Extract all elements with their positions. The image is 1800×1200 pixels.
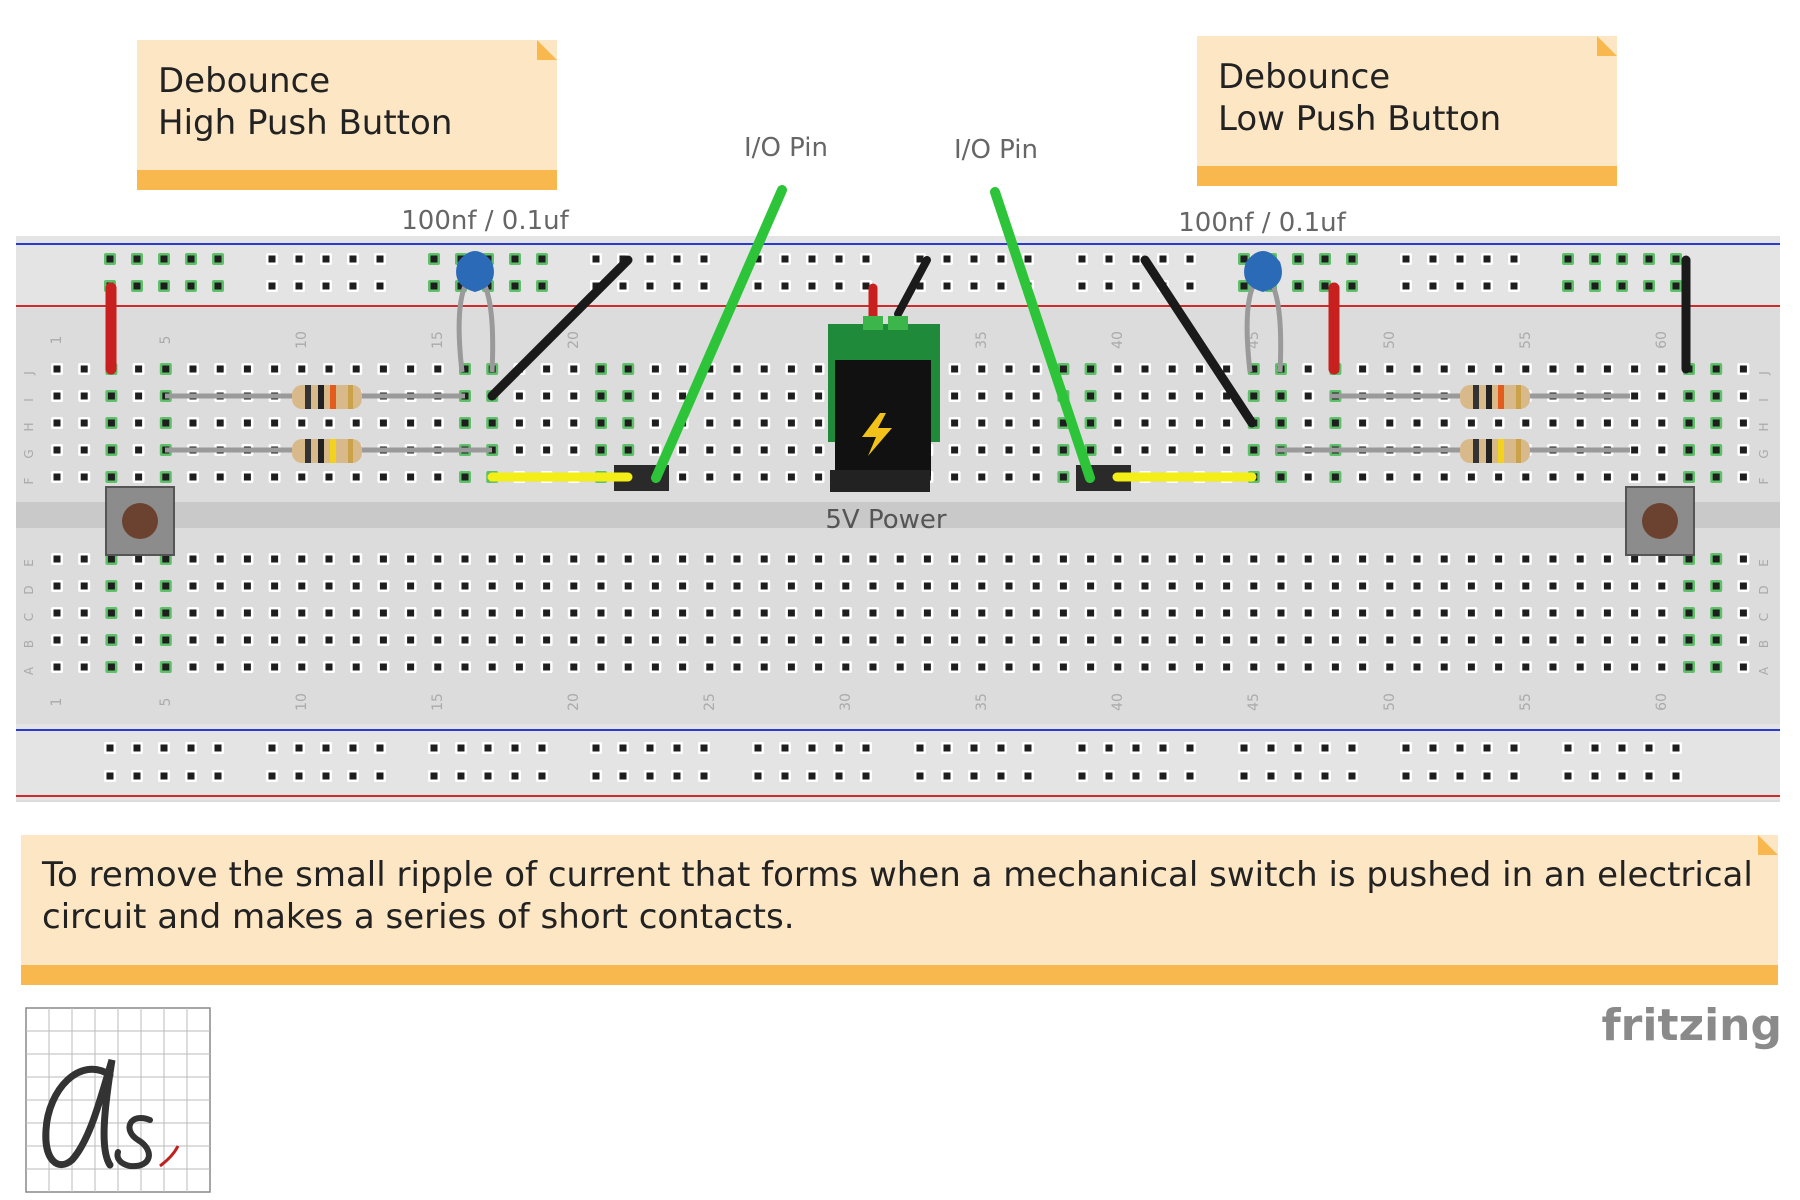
svg-text:50: 50 xyxy=(1382,693,1398,711)
note-low-push-button: Debounce Low Push Button xyxy=(1197,36,1617,186)
svg-text:10: 10 xyxy=(294,331,310,349)
capacitor-right-label: 100nf / 0.1uf xyxy=(1178,208,1346,238)
svg-text:1: 1 xyxy=(49,336,65,345)
svg-text:E: E xyxy=(1757,559,1771,567)
note-high-title: Debounce xyxy=(158,61,330,101)
note-description: To remove the small ripple of current th… xyxy=(21,835,1778,985)
svg-text:D: D xyxy=(1757,585,1771,594)
resistors xyxy=(165,385,1630,463)
svg-text:F: F xyxy=(22,477,36,484)
svg-text:55: 55 xyxy=(1518,331,1534,349)
svg-text:1: 1 xyxy=(49,698,65,707)
svg-text:C: C xyxy=(1757,613,1771,621)
resistor-left-lower xyxy=(292,439,362,463)
svg-text:5: 5 xyxy=(158,336,174,345)
svg-text:J: J xyxy=(1757,371,1771,376)
row-letters: J J I I H H G G F F E E D D C C B B A A xyxy=(22,371,1771,675)
svg-text:35: 35 xyxy=(974,693,990,711)
svg-text:60: 60 xyxy=(1654,331,1670,349)
svg-text:10: 10 xyxy=(294,693,310,711)
svg-text:30: 30 xyxy=(838,693,854,711)
black-wires xyxy=(487,255,1691,428)
resistor-left-upper xyxy=(292,385,362,409)
center-channel xyxy=(16,502,1780,528)
svg-text:25: 25 xyxy=(702,693,718,711)
svg-text:5: 5 xyxy=(158,698,174,707)
capacitor-left xyxy=(456,251,496,373)
svg-text:G: G xyxy=(1757,449,1771,458)
svg-text:15: 15 xyxy=(430,331,446,349)
io-pin-right-label: I/O Pin xyxy=(954,135,1038,165)
svg-text:20: 20 xyxy=(566,693,582,711)
note-high-subtitle: High Push Button xyxy=(158,103,452,143)
svg-text:A: A xyxy=(22,666,36,675)
note-high-push-button: Debounce High Push Button xyxy=(137,40,557,190)
power-bolt-icon xyxy=(862,413,892,456)
svg-text:H: H xyxy=(22,422,36,431)
svg-text:15: 15 xyxy=(430,693,446,711)
svg-text:B: B xyxy=(22,640,36,648)
svg-text:H: H xyxy=(1757,422,1771,431)
author-logo xyxy=(25,1007,211,1193)
svg-text:40: 40 xyxy=(1110,331,1126,349)
svg-text:G: G xyxy=(22,449,36,458)
push-button-right xyxy=(1625,486,1695,556)
svg-text:40: 40 xyxy=(1110,693,1126,711)
note-low-subtitle: Low Push Button xyxy=(1218,99,1501,139)
note-low-title: Debounce xyxy=(1218,57,1390,97)
power-jack-module: 5V Power xyxy=(825,316,947,535)
svg-text:E: E xyxy=(22,559,36,567)
io-pin-left-label: I/O Pin xyxy=(744,133,828,163)
svg-text:D: D xyxy=(22,585,36,594)
svg-text:J: J xyxy=(22,371,36,376)
resistor-right-lower xyxy=(1460,439,1530,463)
svg-text:55: 55 xyxy=(1518,693,1534,711)
fritzing-logo: fritzing xyxy=(1602,1000,1782,1051)
description-line-1: To remove the small ripple of current th… xyxy=(41,855,1753,895)
svg-text:A: A xyxy=(1757,666,1771,675)
svg-text:F: F xyxy=(1757,477,1771,484)
red-wires xyxy=(105,282,1340,375)
push-button-left xyxy=(105,486,175,556)
power-label: 5V Power xyxy=(825,505,947,535)
svg-text:C: C xyxy=(22,613,36,621)
column-numbers: 1 5 10 15 20 35 40 45 50 55 601 5 10 15 20 25 30 35 40 45 50… xyxy=(49,331,1670,711)
svg-text:20: 20 xyxy=(566,331,582,349)
description-line-2: circuit and makes a series of short cont… xyxy=(42,897,795,937)
svg-text:60: 60 xyxy=(1654,693,1670,711)
svg-text:I: I xyxy=(1757,398,1771,402)
green-io-wires xyxy=(651,185,1095,483)
svg-text:45: 45 xyxy=(1246,693,1262,711)
svg-text:35: 35 xyxy=(974,331,990,349)
capacitor-right xyxy=(1244,251,1284,373)
capacitor-left-label: 100nf / 0.1uf xyxy=(401,206,569,236)
svg-text:I: I xyxy=(22,398,36,402)
svg-text:B: B xyxy=(1757,640,1771,648)
resistor-right-upper xyxy=(1460,385,1530,409)
svg-text:50: 50 xyxy=(1382,331,1398,349)
